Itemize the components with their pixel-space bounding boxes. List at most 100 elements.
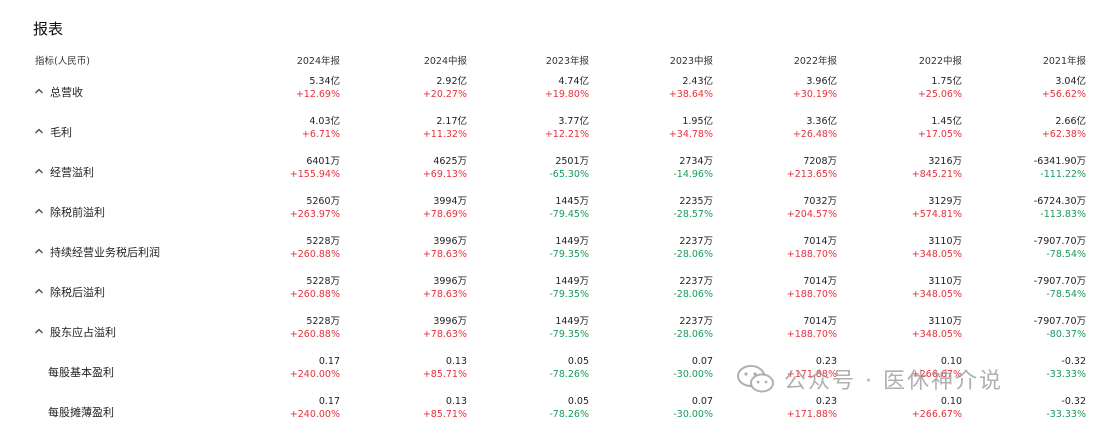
- table-cell: 1.75亿 +25.06%: [918, 75, 962, 101]
- cell-value: 7014万: [803, 276, 837, 287]
- cell-value: 0.10: [940, 396, 962, 407]
- table-row[interactable]: 除税前溢利 5260万 +263.97% 3994万 +78.69% 1445万 -79.4…: [0, 193, 1113, 233]
- table-row[interactable]: 总营收 5.34亿 +12.69% 2.92亿 +20.27% 4.74亿 +19.80% 2…: [0, 73, 1113, 113]
- table-row[interactable]: 股东应占溢利 5228万 +260.88% 3996万 +78.63% 1449万 -79.…: [0, 313, 1113, 353]
- chevron-up-icon[interactable]: [33, 325, 45, 337]
- table-cell: 7032万 +204.57%: [787, 195, 837, 221]
- chevron-up-icon[interactable]: [33, 125, 45, 137]
- cell-value: -6724.30万: [1033, 196, 1086, 207]
- cell-value: 1.45亿: [931, 116, 962, 127]
- table-cell: 1.45亿 +17.05%: [918, 115, 962, 141]
- chevron-up-icon[interactable]: [33, 285, 45, 297]
- table-cell: 4.74亿 +19.80%: [545, 75, 589, 101]
- cell-value: -7907.70万: [1033, 316, 1086, 327]
- cell-value: 5228万: [306, 276, 340, 287]
- chevron-up-icon[interactable]: [33, 245, 45, 257]
- cell-change: +25.06%: [917, 89, 962, 100]
- cell-change: +266.67%: [911, 409, 962, 420]
- table-row: 每股摊薄盈利 0.17 +240.00% 0.13 +85.71% 0.05 -78.26%…: [0, 393, 1113, 433]
- table-cell: 0.13 +85.71%: [423, 355, 467, 381]
- row-label: 经营溢利: [50, 166, 94, 179]
- table-cell: -7907.70万 -80.37%: [1034, 315, 1086, 341]
- cell-value: 7014万: [803, 236, 837, 247]
- table-cell: 0.10 +266.67%: [912, 355, 962, 381]
- table-cell: 3.77亿 +12.21%: [545, 115, 589, 141]
- table-cell: 2237万 -28.06%: [673, 315, 713, 341]
- table-cell: 0.05 -78.26%: [549, 355, 589, 381]
- column-header[interactable]: 2023年报: [545, 56, 589, 67]
- table-cell: 3.96亿 +30.19%: [793, 75, 837, 101]
- cell-change: +240.00%: [289, 369, 340, 380]
- cell-value: 5228万: [306, 316, 340, 327]
- cell-change: +17.05%: [917, 129, 962, 140]
- table-row[interactable]: 毛利 4.03亿 +6.71% 2.17亿 +11.32% 3.77亿 +12.21% 1.9…: [0, 113, 1113, 153]
- row-label: 每股摊薄盈利: [48, 406, 114, 419]
- cell-value: 4.03亿: [309, 116, 340, 127]
- row-label: 股东应占溢利: [50, 326, 116, 339]
- chevron-up-icon[interactable]: [33, 85, 45, 97]
- table-cell: 3110万 +348.05%: [912, 275, 962, 301]
- table-cell: 2501万 -65.30%: [549, 155, 589, 181]
- table-cell: 3110万 +348.05%: [912, 235, 962, 261]
- cell-change: +78.69%: [422, 209, 467, 220]
- cell-change: +188.70%: [786, 249, 837, 260]
- table-cell: 5228万 +260.88%: [290, 275, 340, 301]
- cell-value: 0.17: [318, 396, 340, 407]
- table-cell: 0.23 +171.88%: [787, 355, 837, 381]
- table-cell: 2.66亿 +62.38%: [1042, 115, 1086, 141]
- cell-value: 3129万: [928, 196, 962, 207]
- table-row[interactable]: 持续经营业务税后利润 5228万 +260.88% 3996万 +78.63% 1449万…: [0, 233, 1113, 273]
- cell-value: 3110万: [928, 276, 962, 287]
- cell-value: 5.34亿: [309, 76, 340, 87]
- watermark-text: 公众号 · 医休神介说: [784, 369, 1003, 394]
- column-header[interactable]: 2024中报: [423, 56, 467, 67]
- cell-change: +6.71%: [301, 129, 340, 140]
- cell-change: -65.30%: [549, 169, 589, 180]
- table-row[interactable]: 经营溢利 6401万 +155.94% 4625万 +69.13% 2501万 -65.30…: [0, 153, 1113, 193]
- cell-change: -113.83%: [1040, 209, 1086, 220]
- chevron-up-icon[interactable]: [33, 205, 45, 217]
- cell-change: +78.63%: [422, 249, 467, 260]
- cell-value: 0.05: [567, 396, 589, 407]
- table-row[interactable]: 除税后溢利 5228万 +260.88% 3996万 +78.63% 1449万 -79.3…: [0, 273, 1113, 313]
- table-cell: 5228万 +260.88%: [290, 235, 340, 261]
- column-header[interactable]: 2022年报: [793, 56, 837, 67]
- cell-change: +19.80%: [544, 89, 589, 100]
- cell-value: 1445万: [555, 196, 589, 207]
- cell-value: 7208万: [803, 156, 837, 167]
- cell-change: +12.69%: [295, 89, 340, 100]
- cell-value: 2237万: [679, 236, 713, 247]
- metric-column-header: 指标(人民币): [35, 56, 90, 67]
- table-cell: -0.32 -33.33%: [1046, 395, 1086, 421]
- column-header[interactable]: 2021年报: [1042, 56, 1086, 67]
- cell-change: -30.00%: [673, 409, 713, 420]
- table-cell: 5228万 +260.88%: [290, 315, 340, 341]
- table-cell: 3996万 +78.63%: [423, 315, 467, 341]
- chevron-up-icon[interactable]: [33, 165, 45, 177]
- column-header[interactable]: 2022中报: [918, 56, 962, 67]
- table-cell: 1449万 -79.35%: [549, 235, 589, 261]
- cell-value: -0.32: [1061, 396, 1086, 407]
- cell-value: 4.74亿: [558, 76, 589, 87]
- table-cell: 1445万 -79.45%: [549, 195, 589, 221]
- cell-value: 3110万: [928, 236, 962, 247]
- cell-change: -79.45%: [549, 209, 589, 220]
- cell-value: 3996万: [433, 316, 467, 327]
- cell-value: -0.32: [1061, 356, 1086, 367]
- table-cell: 4.03亿 +6.71%: [302, 115, 340, 141]
- table-cell: 3.36亿 +26.48%: [793, 115, 837, 141]
- table-cell: 2.92亿 +20.27%: [423, 75, 467, 101]
- cell-value: 0.23: [815, 396, 837, 407]
- table-cell: -6341.90万 -111.22%: [1034, 155, 1086, 181]
- table-cell: 1449万 -79.35%: [549, 315, 589, 341]
- cell-value: 4625万: [433, 156, 467, 167]
- row-label: 除税前溢利: [50, 206, 105, 219]
- column-header[interactable]: 2023中报: [669, 56, 713, 67]
- cell-value: 1449万: [555, 276, 589, 287]
- cell-change: +845.21%: [911, 169, 962, 180]
- cell-value: 0.13: [445, 396, 467, 407]
- column-header[interactable]: 2024年报: [296, 56, 340, 67]
- cell-change: +20.27%: [422, 89, 467, 100]
- cell-change: +62.38%: [1041, 129, 1086, 140]
- table-cell: 0.17 +240.00%: [290, 355, 340, 381]
